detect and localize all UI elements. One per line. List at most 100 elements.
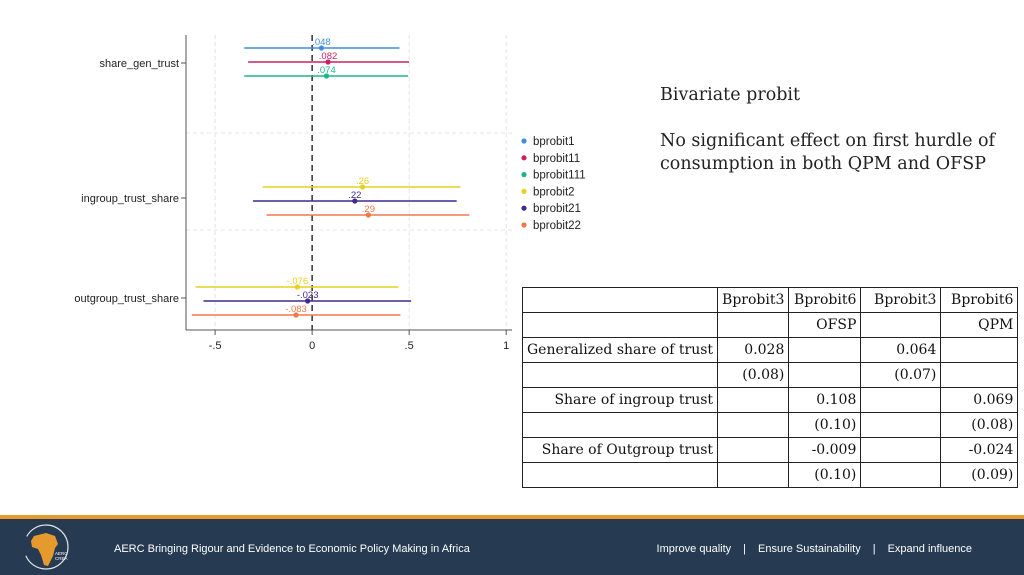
estimate-label: .082 bbox=[319, 51, 338, 62]
y-tick-label: ingroup_trust_share bbox=[81, 193, 179, 205]
estimate-label: -.076 bbox=[287, 276, 309, 287]
table-cell: (0.08) bbox=[717, 362, 790, 388]
table-cell bbox=[717, 437, 790, 463]
table-cell: Bprobit3 bbox=[860, 287, 942, 313]
footer-nav: Improve quality | Ensure Sustainability | Ex… bbox=[657, 543, 972, 555]
legend-label: bprobit11 bbox=[533, 153, 580, 165]
note-body: No significant effect on first hurdle of… bbox=[660, 131, 995, 174]
legend-label: bprobit111 bbox=[533, 170, 586, 182]
table-row: Share of ingroup trust 0.108 0.069 bbox=[521, 387, 1019, 413]
chart-grid bbox=[186, 35, 512, 330]
legend-label: bprobit21 bbox=[533, 203, 581, 215]
table-cell: Bprobit6 bbox=[788, 287, 862, 313]
estimate-marker bbox=[323, 73, 330, 79]
table-cell bbox=[521, 362, 719, 388]
svg-text:AERC: AERC bbox=[55, 551, 68, 556]
table-cell: 0.028 bbox=[717, 337, 790, 363]
table-row: (0.10) (0.09) bbox=[521, 462, 1019, 488]
estimate-label: .22 bbox=[348, 190, 361, 201]
estimate-labels: .048 .082 .074 .26 -.076 .22 -.023 .29 -.083 bbox=[285, 37, 375, 315]
estimate-marker bbox=[305, 298, 311, 304]
x-tick-label: 1 bbox=[503, 340, 509, 352]
estimate-marker bbox=[365, 212, 372, 218]
estimate-marker bbox=[318, 45, 325, 51]
results-table: Bprobit3 Bprobit6 Bprobit3 Bprobit6 OFSP… bbox=[521, 287, 1019, 488]
table-cell bbox=[788, 337, 862, 363]
chart-legend: bprobit1 bprobit11 bprobit111 bprobit2 bprob… bbox=[521, 136, 586, 232]
table-row: (0.08) (0.07) bbox=[521, 362, 1019, 388]
estimate-marker bbox=[294, 284, 300, 290]
chart-axes: -.5 0 .5 1 share_gen_trust ingroup_trust_shar… bbox=[74, 35, 512, 352]
legend-swatch bbox=[521, 155, 527, 161]
point-estimates bbox=[293, 45, 372, 318]
table-cell bbox=[860, 412, 942, 438]
y-tick-label: share_gen_trust bbox=[100, 58, 180, 70]
estimate-marker bbox=[293, 312, 299, 318]
table-cell: Generalized share of trust bbox=[521, 337, 719, 363]
estimate-label: -.023 bbox=[297, 290, 319, 301]
legend-label: bprobit1 bbox=[533, 136, 575, 148]
note-title: Bivariate probit bbox=[660, 85, 801, 105]
nav-improve-quality[interactable]: Improve quality bbox=[656, 543, 732, 555]
table-cell bbox=[940, 362, 1019, 388]
table-row: OFSP QPM bbox=[521, 312, 1019, 338]
nav-separator: | bbox=[743, 543, 746, 555]
table-cell bbox=[521, 287, 719, 313]
table-row: (0.10) (0.08) bbox=[521, 412, 1019, 438]
table-row: Bprobit3 Bprobit6 Bprobit3 Bprobit6 bbox=[521, 287, 1019, 313]
estimate-label: .29 bbox=[362, 204, 375, 215]
footer-tagline: AERC Bringing Rigour and Evidence to Eco… bbox=[114, 543, 470, 555]
footer-accent-line bbox=[0, 515, 1024, 519]
table-cell bbox=[717, 387, 790, 413]
estimate-label: .074 bbox=[317, 65, 336, 76]
x-tick-label: -.5 bbox=[209, 340, 222, 352]
legend-swatch bbox=[521, 138, 527, 144]
table-cell: -0.024 bbox=[940, 437, 1019, 463]
table-cell: -0.009 bbox=[788, 437, 862, 463]
table-cell bbox=[860, 437, 942, 463]
legend-label: bprobit2 bbox=[533, 186, 575, 198]
estimate-marker bbox=[325, 59, 331, 65]
slide-note: Bivariate probit No significant effect o… bbox=[660, 84, 1000, 176]
table-cell: Bprobit6 bbox=[940, 287, 1019, 313]
table-cell: (0.10) bbox=[788, 462, 862, 488]
confidence-intervals bbox=[191, 47, 470, 316]
x-tick-label: 0 bbox=[309, 340, 315, 352]
table-cell bbox=[788, 362, 862, 388]
x-tick-label: .5 bbox=[405, 340, 414, 352]
svg-text:CREA: CREA bbox=[55, 556, 68, 561]
table-cell bbox=[717, 412, 790, 438]
estimate-label: .26 bbox=[356, 176, 369, 187]
estimate-label: .048 bbox=[312, 37, 331, 48]
table-cell bbox=[860, 462, 942, 488]
table-cell bbox=[521, 412, 719, 438]
nav-separator: | bbox=[872, 543, 876, 555]
table-cell bbox=[860, 387, 942, 413]
table-cell: 0.064 bbox=[860, 337, 942, 363]
table-cell bbox=[940, 337, 1019, 363]
legend-swatch bbox=[521, 222, 527, 228]
table-cell: Share of Outgroup trust bbox=[521, 437, 719, 463]
aerc-logo: AERC CREA bbox=[23, 524, 69, 570]
coefficient-plot: -.5 0 .5 1 share_gen_trust ingroup_trust_shar… bbox=[74, 35, 586, 352]
table-cell: QPM bbox=[940, 312, 1019, 338]
table-cell bbox=[717, 312, 790, 338]
legend-swatch bbox=[521, 205, 527, 211]
estimate-marker bbox=[352, 198, 358, 204]
table-cell: Bprobit3 bbox=[717, 287, 790, 313]
table-cell: OFSP bbox=[788, 312, 862, 338]
legend-label: bprobit22 bbox=[533, 220, 581, 232]
table-cell: 0.108 bbox=[788, 387, 862, 413]
legend-swatch bbox=[521, 172, 527, 178]
table-row: Generalized share of trust 0.028 0.064 bbox=[521, 337, 1019, 363]
table-cell: 0.069 bbox=[940, 387, 1019, 413]
table-cell: (0.08) bbox=[940, 412, 1019, 438]
estimate-label: -.083 bbox=[285, 304, 307, 315]
table-row: Share of Outgroup trust -0.009 -0.024 bbox=[521, 437, 1019, 463]
table-cell: (0.09) bbox=[940, 462, 1019, 488]
nav-expand-influence[interactable]: Expand influence bbox=[887, 543, 972, 555]
table-cell bbox=[521, 312, 719, 338]
nav-ensure-sustainability[interactable]: Ensure Sustainability bbox=[758, 543, 861, 555]
table-cell bbox=[860, 312, 942, 338]
table-cell bbox=[521, 462, 719, 488]
